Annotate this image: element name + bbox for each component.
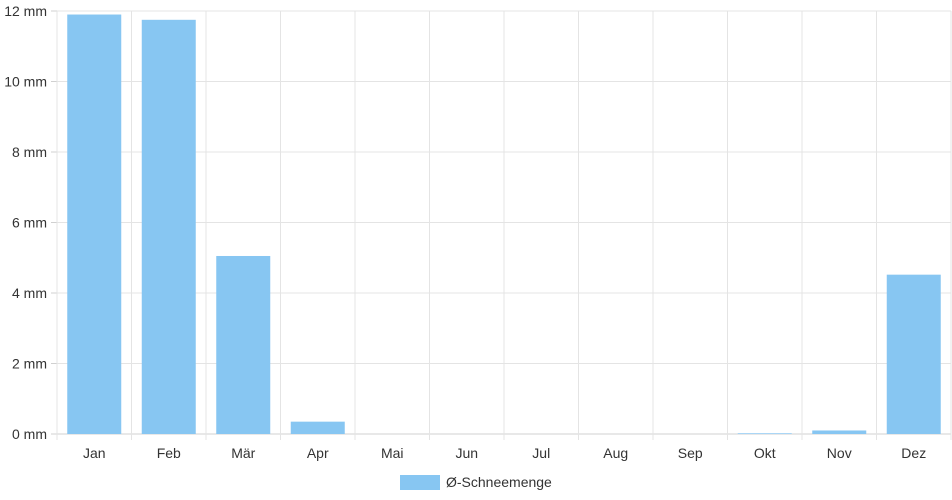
y-tick-label: 0 mm [12,426,47,442]
legend-label[interactable]: Ø-Schneemenge [446,474,552,490]
y-tick-label: 6 mm [12,215,47,231]
x-axis-ticks: Jan Feb Mär Apr Mai Jun Jul Aug Sep Okt Nov Dez [83,445,926,461]
chart-bars [67,14,941,435]
x-tick-label: Mai [381,445,404,461]
x-tick-label: Nov [827,445,852,461]
x-tick-label: Jul [532,445,550,461]
bar-jan[interactable] [67,14,122,435]
x-tick-label: Feb [157,445,181,461]
bar-okt[interactable] [737,433,792,434]
x-tick-label: Mär [231,445,255,461]
legend-swatch[interactable] [400,475,440,490]
x-tick-label: Jun [455,445,478,461]
x-tick-label: Aug [603,445,628,461]
y-axis-ticks: 0 mm 2 mm 4 mm 6 mm 8 mm 10 mm 12 mm [4,3,47,442]
chart-legend[interactable]: Ø-Schneemenge [400,474,552,490]
x-tick-label: Dez [901,445,926,461]
chart-grid [51,10,952,440]
x-tick-label: Apr [307,445,329,461]
x-tick-label: Sep [678,445,703,461]
bar-mär[interactable] [216,255,271,434]
y-tick-label: 8 mm [12,144,47,160]
x-tick-label: Jan [83,445,106,461]
bar-apr[interactable] [290,421,345,434]
bar-nov[interactable] [812,430,867,434]
y-tick-label: 12 mm [4,3,47,19]
x-tick-label: Okt [754,445,776,461]
y-tick-label: 4 mm [12,285,47,301]
y-tick-label: 10 mm [4,74,47,90]
y-tick-label: 2 mm [12,356,47,372]
bar-feb[interactable] [141,19,196,434]
bar-dez[interactable] [886,274,941,434]
